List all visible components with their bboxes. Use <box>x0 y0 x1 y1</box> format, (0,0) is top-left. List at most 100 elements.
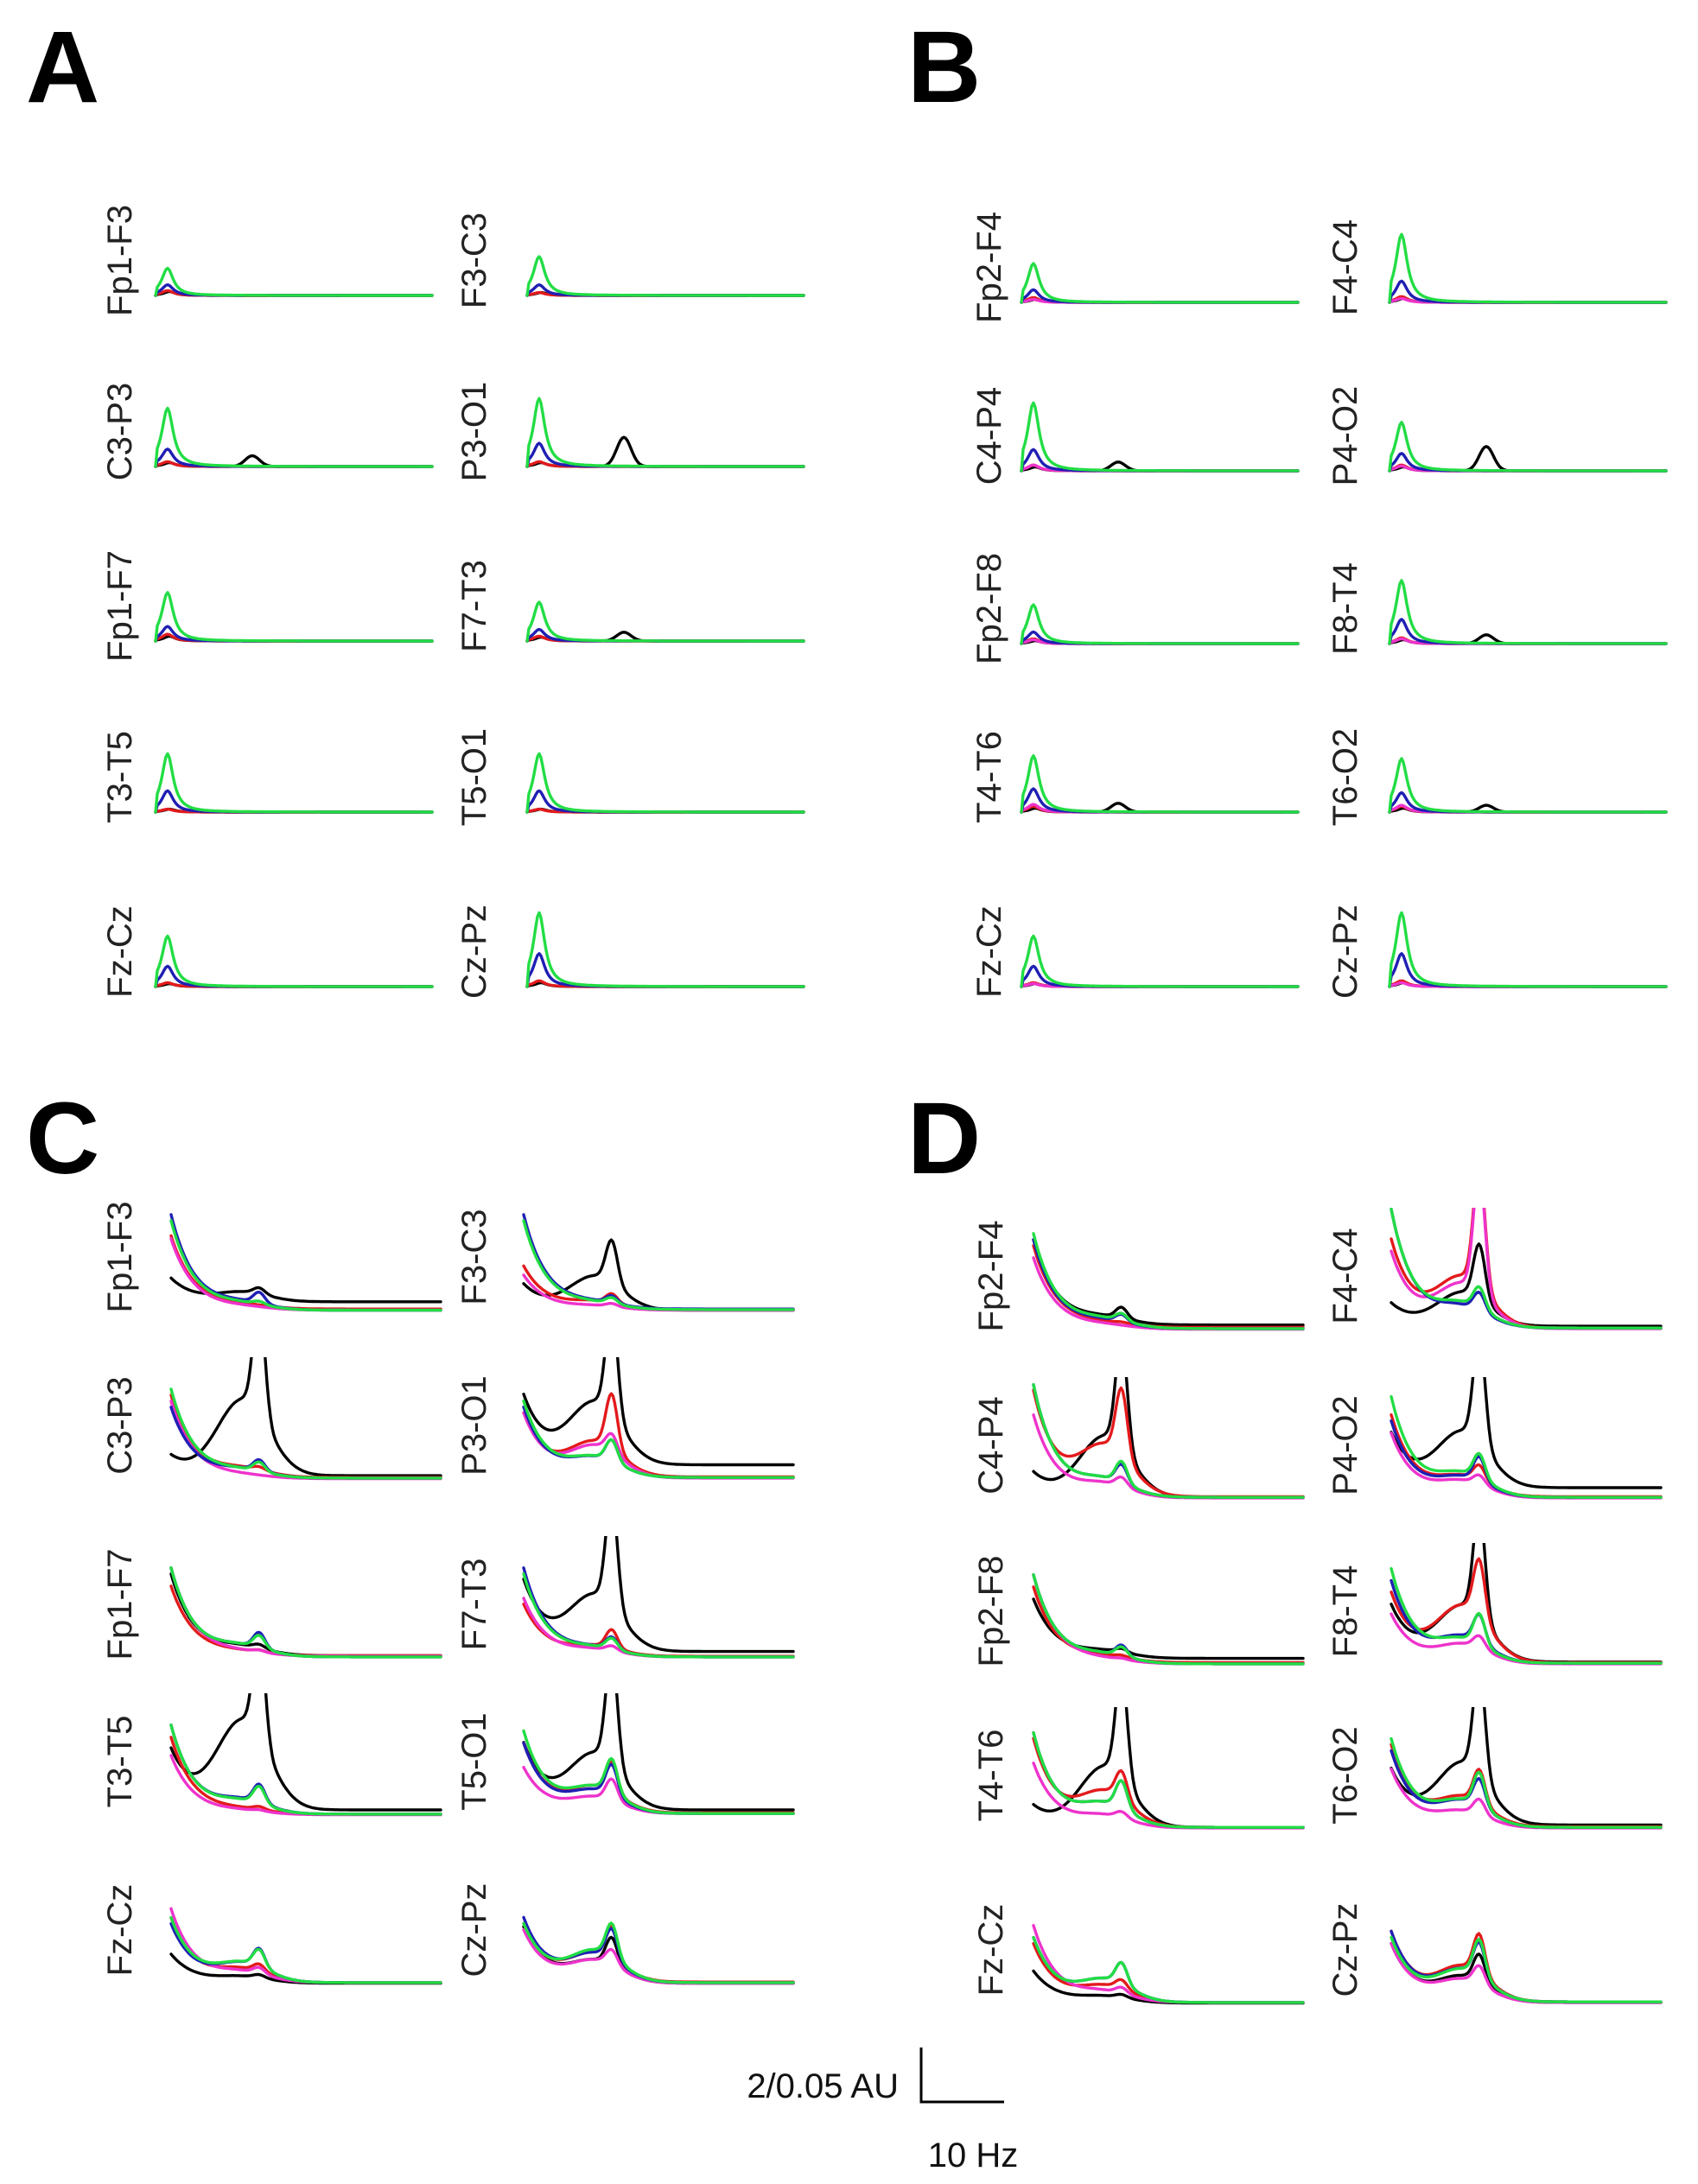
trace-green <box>1032 1730 1305 1829</box>
channel-plot-t6-o2: T6-O2 <box>1326 1707 1663 1830</box>
trace-magenta <box>169 1907 442 1984</box>
trace-black <box>1032 1969 1305 2005</box>
channel-plot-p4-o2: P4-O2 <box>1326 386 1668 486</box>
channel-label: C4-P4 <box>970 387 1008 485</box>
trace-green <box>1390 1566 1663 1665</box>
trace-blue <box>1390 1578 1663 1665</box>
trace-magenta <box>1032 1573 1305 1666</box>
trace-black <box>1390 1242 1663 1328</box>
channel-label: Fp2-F4 <box>972 1221 1010 1332</box>
trace-blue <box>1032 1730 1305 1829</box>
trace-blue <box>1032 1573 1305 1666</box>
trace-blue <box>1032 1382 1305 1499</box>
channel-plot-fp1-f3: Fp1-F3 <box>101 205 434 316</box>
trace-blue <box>1032 1935 1305 2004</box>
channel-plot-fp1-f7: Fp1-F7 <box>101 1549 442 1660</box>
channel-label: T3-T5 <box>101 731 139 823</box>
channel-plot-fp2-f8: Fp2-F8 <box>970 553 1300 664</box>
trace-green <box>1020 262 1300 304</box>
channel-label: Fp1-F3 <box>101 205 139 316</box>
channel-plot-t4-t6: T4-T6 <box>972 1707 1305 1830</box>
panel-a: A Fp1-F3 F3-C3 C3-P3 P3-O1 Fp1-F7 F7-T3 T3-T5 T5… <box>26 10 805 999</box>
trace-black <box>1032 1377 1305 1499</box>
trace-green <box>1020 603 1300 645</box>
channel-plot-f4-c4: F4-C4 <box>1326 1208 1663 1330</box>
trace-green <box>522 1572 795 1659</box>
trace-black <box>169 1952 442 1985</box>
channel-plot-t6-o2: T6-O2 <box>1326 728 1668 826</box>
channel-label: T4-T6 <box>970 731 1008 823</box>
trace-black <box>1390 1377 1663 1489</box>
trace-green <box>1032 1382 1305 1499</box>
trace-green <box>154 591 434 643</box>
channel-label: Cz-Pz <box>1326 1903 1364 1997</box>
channel-plot-fz-cz: Fz-Cz <box>970 905 1300 998</box>
trace-magenta <box>522 1927 795 1985</box>
channel-plot-fp1-f3: Fp1-F3 <box>101 1202 442 1312</box>
trace-green <box>169 1915 442 1984</box>
channel-plot-fp2-f4: Fp2-F4 <box>970 212 1300 323</box>
channel-plot-c4-p4: C4-P4 <box>970 387 1300 485</box>
channel-label: F8-T4 <box>1326 1565 1364 1658</box>
channel-label: F4-C4 <box>1326 219 1364 315</box>
trace-green <box>1020 934 1300 988</box>
trace-black <box>522 1357 795 1467</box>
trace-green <box>1032 1232 1305 1330</box>
trace-red <box>1032 1736 1305 1829</box>
scale-bar-lines <box>919 2048 1004 2104</box>
trace-blue <box>169 1921 442 1984</box>
trace-green <box>525 911 805 988</box>
channel-plot-fp2-f4: Fp2-F4 <box>972 1221 1305 1332</box>
channel-plot-cz-pz: Cz-Pz <box>1326 1903 1663 2004</box>
trace-black <box>522 1693 795 1812</box>
panel-d: D Fp2-F4 F4-C4 C4-P4 P4-O2 Fp2-F8 F8-T4 T4-T6 T6… <box>907 1082 1663 2005</box>
trace-blue <box>1390 1929 1663 2003</box>
channel-plot-f8-t4: F8-T4 <box>1326 1543 1663 1666</box>
trace-black <box>169 1357 442 1477</box>
trace-green <box>154 752 434 814</box>
trace-green <box>154 266 434 297</box>
channel-label: C4-P4 <box>972 1396 1010 1494</box>
channel-label: T6-O2 <box>1326 728 1364 826</box>
channel-plot-fp1-f7: Fp1-F7 <box>101 550 434 662</box>
trace-red <box>169 1584 442 1658</box>
channel-plot-c3-p3: C3-P3 <box>101 1357 442 1481</box>
trace-blue <box>1390 1208 1663 1330</box>
trace-green <box>522 1921 795 1984</box>
channel-plot-t5-o1: T5-O1 <box>455 728 805 826</box>
trace-blue <box>169 1723 442 1816</box>
trace-magenta <box>1032 1924 1305 2004</box>
panel-letter-d: D <box>907 1082 981 1196</box>
trace-green <box>154 406 434 468</box>
channel-plot-f7-t3: F7-T3 <box>455 1536 795 1659</box>
trace-blue <box>522 1213 795 1311</box>
trace-green <box>1388 911 1668 988</box>
channel-label: Fz-Cz <box>101 1884 139 1977</box>
channel-label: T6-O2 <box>1326 1726 1364 1824</box>
trace-black <box>1032 1597 1305 1660</box>
trace-green <box>525 600 805 643</box>
channel-plot-cz-pz: Cz-Pz <box>455 905 805 999</box>
channel-label: Cz-Pz <box>455 905 493 999</box>
trace-green <box>522 1399 795 1479</box>
channel-plot-c3-p3: C3-P3 <box>101 383 434 480</box>
channel-label: T5-O1 <box>455 1712 493 1810</box>
trace-green <box>1390 1394 1663 1499</box>
channel-plot-fp2-f8: Fp2-F8 <box>972 1556 1305 1667</box>
trace-black <box>1032 1707 1305 1829</box>
trace-black <box>169 1693 442 1812</box>
channel-label: F7-T3 <box>455 1559 493 1651</box>
trace-green <box>154 934 434 988</box>
channel-label: C3-P3 <box>101 1376 139 1474</box>
trace-red <box>522 1921 795 1984</box>
trace-green <box>1020 754 1300 814</box>
trace-magenta <box>169 1400 442 1481</box>
trace-green <box>1388 579 1668 645</box>
trace-blue <box>1390 1749 1663 1829</box>
channel-label: Fp2-F8 <box>970 553 1008 664</box>
trace-green <box>525 752 805 814</box>
channel-plot-c4-p4: C4-P4 <box>972 1377 1305 1500</box>
channel-label: P3-O1 <box>455 1375 493 1476</box>
